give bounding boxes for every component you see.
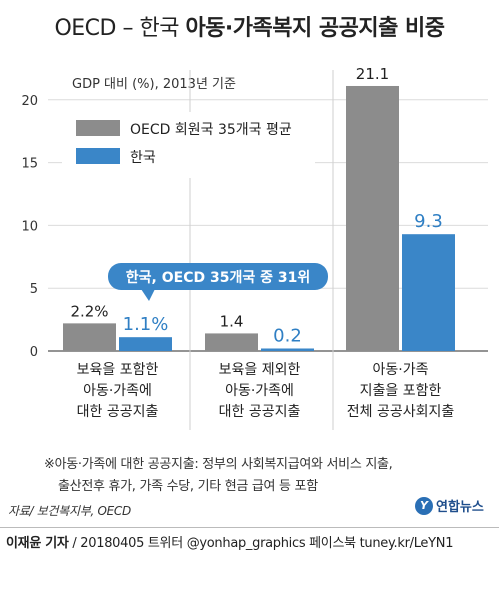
x-tick-label: 대한 공공지출: [77, 404, 159, 420]
data-label: 1.1%: [123, 314, 169, 335]
page-title: OECD – 한국 아동·가족복지 공공지출 비중: [0, 10, 499, 42]
credit-rest: / 20180405 트위터 @yonhap_graphics 페이스북 tun…: [68, 536, 454, 551]
x-tick-label: 아동·가족에: [83, 383, 152, 399]
legend-swatch: [76, 148, 120, 164]
yonhap-logo-text: 연합뉴스: [436, 500, 484, 515]
legend-label: OECD 회원국 35개국 평균: [130, 122, 292, 138]
legend-swatch: [76, 120, 120, 136]
y-axis-label: GDP 대비 (%), 2013년 기준: [72, 77, 236, 92]
bar: [346, 85, 399, 351]
callout-bubble: [108, 263, 328, 290]
x-tick-label: 보육을 제외한: [219, 362, 301, 378]
footnote-line-2: 출산전후 휴가, 가족 수당, 기타 현금 급여 등 포함: [58, 479, 318, 494]
bar: [402, 234, 455, 351]
callout-pointer: [141, 289, 155, 301]
bar-chart: GDP 대비 (%), 2013년 기준 0 5 10 15 20 OECD 회원국 35개…: [21, 65, 488, 430]
bar: [261, 348, 314, 351]
source-text: 자료/ 보건복지부, OECD: [8, 504, 131, 518]
data-label: 0.2: [273, 325, 302, 346]
bar: [205, 333, 258, 351]
y-tick-label: 0: [30, 345, 38, 360]
x-tick-label: 지출을 포함한: [360, 383, 442, 399]
x-tick-label: 보육을 포함한: [77, 362, 159, 378]
y-tick-label: 5: [30, 282, 38, 297]
data-label: 1.4: [220, 312, 244, 330]
legend-label: 한국: [130, 150, 156, 166]
reporter-name: 이재윤 기자: [6, 536, 69, 551]
bar: [119, 337, 172, 351]
callout-text: 한국, OECD 35개국 중 31위: [126, 270, 310, 286]
x-tick-label: 아동·가족에: [225, 383, 294, 399]
title-part2: 아동·가족복지 공공지출 비중: [185, 16, 445, 41]
title-part1: OECD – 한국: [54, 16, 186, 41]
x-tick-label: 아동·가족: [373, 362, 429, 378]
divider: [0, 527, 499, 528]
data-label: 9.3: [414, 211, 443, 232]
footnote: ※아동·가족에 대한 공공지출: 정부의 사회복지급여와 서비스 지출, 출산전…: [44, 454, 484, 498]
y-tick-label: 10: [21, 219, 38, 234]
footnote-line-1: ※아동·가족에 대한 공공지출: 정부의 사회복지급여와 서비스 지출,: [44, 457, 393, 472]
data-label: 2.2%: [70, 302, 108, 320]
data-label: 21.1: [356, 65, 389, 83]
credit-line: 이재윤 기자 / 20180405 트위터 @yonhap_graphics 페…: [6, 532, 453, 551]
x-tick-label: 대한 공공지출: [219, 404, 301, 420]
y-tick-label: 20: [21, 94, 38, 109]
yonhap-logo: Y 연합뉴스: [415, 496, 484, 515]
bar: [63, 323, 116, 351]
x-tick-label: 전체 공공사회지출: [347, 404, 455, 420]
y-tick-label: 15: [21, 157, 38, 172]
yonhap-logo-icon: Y: [415, 496, 433, 515]
